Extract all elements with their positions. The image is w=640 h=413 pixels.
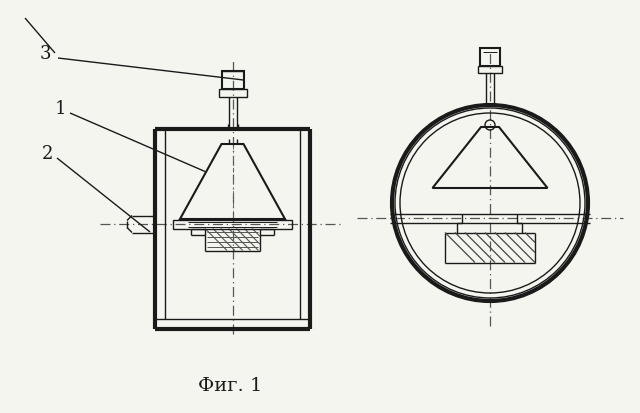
Text: Фиг. 1: Фиг. 1 [198,376,262,394]
Text: 3: 3 [40,45,51,63]
Text: 1: 1 [55,100,67,118]
Text: 2: 2 [42,145,53,163]
